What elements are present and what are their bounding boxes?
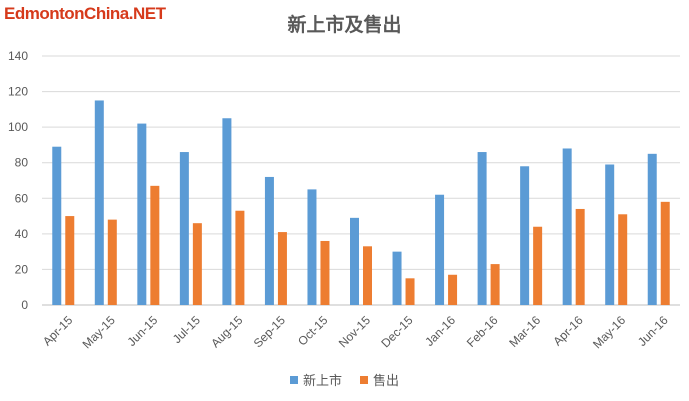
- y-tick-label: 60: [15, 191, 29, 205]
- legend-label-sold: 售出: [373, 374, 400, 389]
- bar-new-listings: [477, 152, 487, 305]
- x-tick-label: Aug-15: [208, 313, 245, 350]
- y-tick-label: 0: [21, 298, 28, 312]
- chart-legend: 新上市 售出: [0, 370, 689, 389]
- bar-new-listings: [435, 194, 445, 305]
- x-tick-label: Jul-15: [170, 313, 203, 346]
- bar-new-listings: [605, 164, 615, 305]
- bar-new-listings: [647, 153, 657, 305]
- bar-sold: [107, 219, 117, 305]
- bar-new-listings: [94, 100, 104, 305]
- bar-new-listings: [52, 146, 62, 305]
- bar-sold: [618, 214, 628, 305]
- y-tick-label: 40: [15, 227, 29, 241]
- y-tick-label: 140: [8, 49, 28, 63]
- x-tick-label: Sep-15: [251, 313, 288, 350]
- bar-new-listings: [179, 152, 189, 305]
- bar-sold: [448, 274, 458, 305]
- bar-sold: [405, 278, 415, 305]
- bar-new-listings: [307, 189, 317, 305]
- bar-new-listings: [392, 251, 402, 305]
- bar-new-listings: [350, 217, 359, 305]
- bar-sold: [235, 210, 245, 305]
- x-tick-label: Apr-16: [550, 313, 586, 349]
- legend-item-sold: 售出: [360, 370, 399, 389]
- x-tick-label: Jan-16: [422, 313, 458, 349]
- x-tick-label: Feb-16: [464, 313, 501, 350]
- y-tick-label: 80: [15, 156, 29, 170]
- bar-new-listings: [562, 148, 572, 305]
- bar-sold: [192, 223, 202, 305]
- x-tick-label: Dec-15: [378, 313, 415, 350]
- bar-new-listings: [137, 123, 147, 305]
- legend-item-new-listings: 新上市: [289, 370, 342, 389]
- legend-swatch-new-listings: [289, 375, 298, 384]
- bar-new-listings: [264, 176, 274, 305]
- x-tick-label: Mar-16: [506, 313, 543, 350]
- bar-sold: [277, 232, 287, 305]
- bar-sold: [490, 264, 500, 305]
- x-tick-label: Nov-15: [336, 313, 373, 350]
- watermark-logo: EdmontonChina.NET: [4, 4, 166, 23]
- x-tick-label: Jun-16: [635, 313, 671, 349]
- x-tick-label: May-15: [80, 313, 118, 351]
- bar-new-listings: [520, 166, 530, 305]
- x-tick-label: Apr-15: [40, 313, 76, 349]
- y-tick-label: 100: [8, 120, 28, 134]
- legend-label-new-listings: 新上市: [302, 374, 342, 389]
- bar-sold: [533, 226, 543, 305]
- y-tick-label: 20: [15, 262, 29, 276]
- x-tick-label: Jun-15: [125, 313, 161, 349]
- chart-title: 新上市及售出: [287, 14, 402, 36]
- bar-sold: [320, 240, 330, 305]
- y-tick-label: 120: [8, 85, 28, 99]
- bar-sold: [660, 201, 670, 305]
- x-tick-label: May-16: [590, 313, 628, 351]
- bar-sold: [575, 208, 585, 305]
- x-tick-label: Oct-15: [295, 313, 331, 349]
- bar-new-listings: [222, 118, 232, 305]
- bar-sold: [363, 246, 372, 305]
- bar-sold: [65, 216, 75, 305]
- bar-sold: [150, 185, 160, 305]
- legend-swatch-sold: [360, 375, 368, 384]
